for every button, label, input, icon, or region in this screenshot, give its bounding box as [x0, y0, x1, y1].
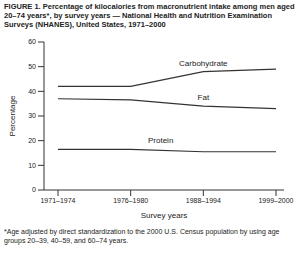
- svg-text:1999–2000: 1999–2000: [258, 197, 292, 204]
- svg-text:30: 30: [28, 112, 36, 119]
- svg-text:60: 60: [28, 38, 36, 45]
- html-text:*Age adjusted by direct standa: *Age adjusted by direct standardization …: [4, 228, 280, 244]
- html-text:FIGURE 1. Percentage of kiloca: FIGURE 1. Percentage of kilocalories fro…: [4, 2, 295, 29]
- svg-text:1988–1994: 1988–1994: [186, 197, 221, 204]
- svg-text:0: 0: [32, 186, 36, 193]
- svg-text:Survey years: Survey years: [141, 211, 188, 220]
- svg-text:1971–1974: 1971–1974: [40, 197, 75, 204]
- svg-text:Fat: Fat: [198, 93, 210, 102]
- svg-text:Protein: Protein: [148, 136, 173, 145]
- svg-text:20: 20: [28, 137, 36, 144]
- svg-text:Carbohydrate: Carbohydrate: [179, 59, 228, 68]
- svg-text:50: 50: [28, 63, 36, 70]
- svg-text:10: 10: [28, 162, 36, 169]
- svg-text:1976–1980: 1976–1980: [113, 197, 148, 204]
- svg-text:Percentage: Percentage: [8, 95, 17, 136]
- svg-text:40: 40: [28, 88, 36, 95]
